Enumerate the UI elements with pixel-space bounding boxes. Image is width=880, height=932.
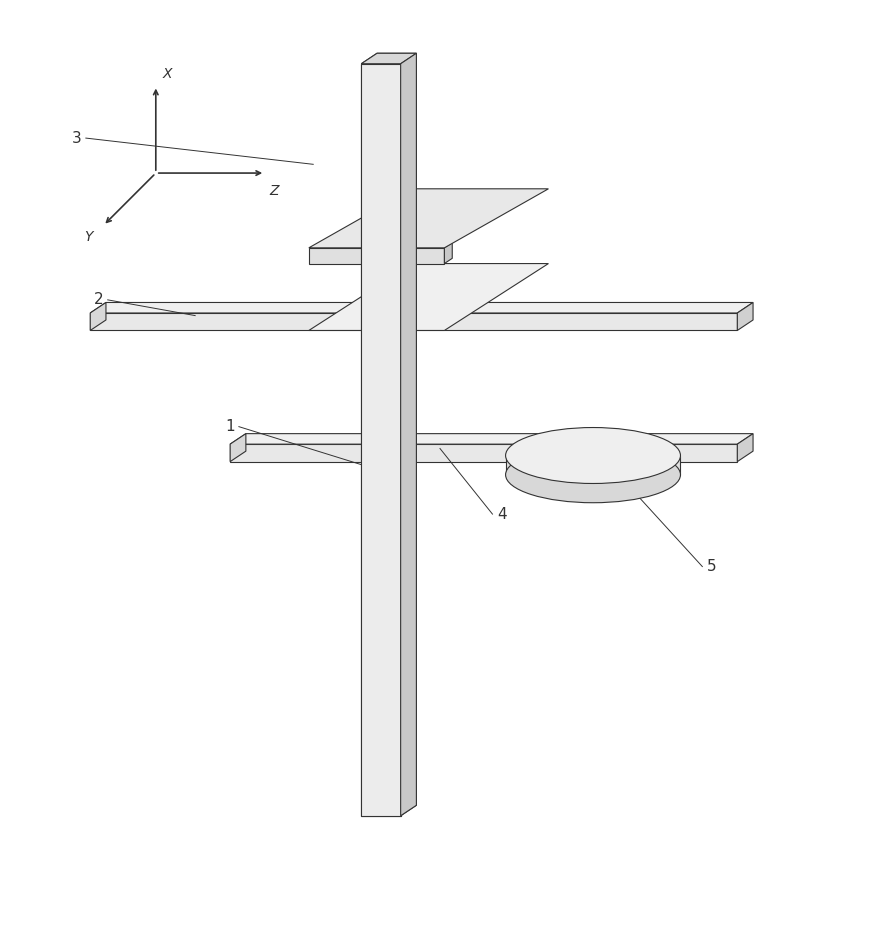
Ellipse shape	[506, 446, 680, 502]
Polygon shape	[737, 303, 753, 331]
Text: 4: 4	[497, 507, 507, 522]
Polygon shape	[362, 53, 416, 63]
Polygon shape	[309, 248, 444, 264]
Text: 3: 3	[72, 130, 82, 145]
Text: 1: 1	[225, 419, 234, 434]
Polygon shape	[444, 242, 452, 264]
Polygon shape	[362, 63, 400, 815]
Polygon shape	[231, 433, 246, 461]
Ellipse shape	[506, 428, 680, 484]
Polygon shape	[309, 189, 548, 248]
Polygon shape	[400, 53, 416, 816]
Polygon shape	[91, 303, 106, 331]
Polygon shape	[737, 433, 753, 461]
Text: X: X	[163, 67, 172, 81]
Text: 5: 5	[707, 559, 716, 574]
Text: Z: Z	[269, 184, 279, 198]
Polygon shape	[309, 264, 548, 331]
Text: 2: 2	[93, 293, 103, 308]
Text: Y: Y	[84, 230, 92, 244]
Polygon shape	[231, 433, 753, 445]
Polygon shape	[91, 303, 753, 313]
Polygon shape	[362, 53, 416, 63]
Polygon shape	[400, 53, 416, 816]
Polygon shape	[362, 63, 400, 815]
Polygon shape	[231, 445, 737, 461]
Polygon shape	[91, 313, 737, 331]
Polygon shape	[506, 456, 680, 474]
